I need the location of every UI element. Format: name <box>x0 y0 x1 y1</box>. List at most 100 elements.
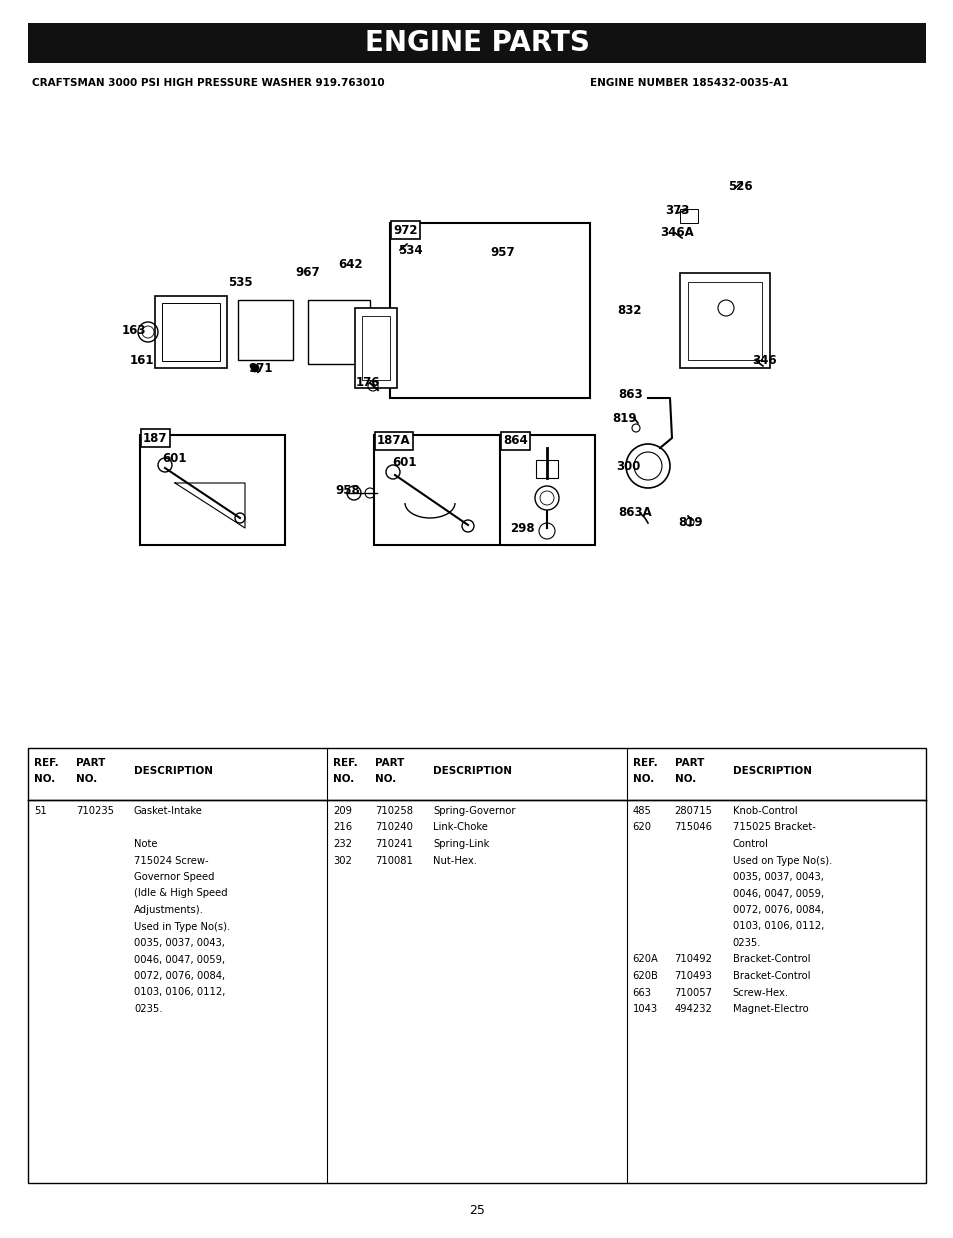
Text: 176: 176 <box>355 376 380 390</box>
Text: 863A: 863A <box>618 505 651 519</box>
Text: 535: 535 <box>228 276 253 290</box>
Bar <box>28 24 925 63</box>
Text: Nut-Hex.: Nut-Hex. <box>433 855 476 865</box>
Text: DESCRIPTION: DESCRIPTION <box>133 766 213 776</box>
Text: 0072, 0076, 0084,: 0072, 0076, 0084, <box>133 971 225 980</box>
Text: 715046: 715046 <box>674 822 712 832</box>
Bar <box>499 435 595 545</box>
Text: 232: 232 <box>333 839 352 849</box>
Text: 971: 971 <box>248 361 273 375</box>
Bar <box>374 435 518 545</box>
Text: 601: 601 <box>392 457 416 469</box>
Text: 819: 819 <box>612 411 636 425</box>
Text: 485: 485 <box>632 806 651 816</box>
Text: 1043: 1043 <box>632 1004 658 1014</box>
Text: REF.: REF. <box>632 758 657 768</box>
Text: 163: 163 <box>122 323 147 337</box>
Text: Screw-Hex.: Screw-Hex. <box>732 988 788 998</box>
Text: 187: 187 <box>143 432 168 444</box>
Text: Used on Type No(s).: Used on Type No(s). <box>732 855 831 865</box>
Text: (Idle & High Speed: (Idle & High Speed <box>133 889 228 899</box>
Text: 710081: 710081 <box>375 855 413 865</box>
Text: 710258: 710258 <box>375 806 413 816</box>
Text: 620B: 620B <box>632 971 658 980</box>
Text: 864: 864 <box>502 435 527 447</box>
Text: 819: 819 <box>678 516 702 530</box>
Text: 216: 216 <box>333 822 352 832</box>
Text: 710492: 710492 <box>674 954 712 964</box>
Bar <box>154 296 227 368</box>
Text: 601: 601 <box>162 453 186 465</box>
Text: 0235.: 0235. <box>732 938 760 948</box>
Text: PART: PART <box>375 758 404 768</box>
Text: 663: 663 <box>632 988 651 998</box>
Text: 346: 346 <box>751 354 776 366</box>
Bar <box>679 209 698 223</box>
Text: 0046, 0047, 0059,: 0046, 0047, 0059, <box>133 954 225 964</box>
Bar <box>687 282 761 360</box>
Text: Governor Speed: Governor Speed <box>133 872 214 881</box>
Text: Bracket-Control: Bracket-Control <box>732 954 809 964</box>
Bar <box>28 748 925 1184</box>
Text: 494232: 494232 <box>674 1004 712 1014</box>
Text: 710241: 710241 <box>375 839 413 849</box>
Text: NO.: NO. <box>674 774 695 784</box>
Bar <box>140 435 285 545</box>
Text: DESCRIPTION: DESCRIPTION <box>732 766 811 776</box>
Text: 0046, 0047, 0059,: 0046, 0047, 0059, <box>732 889 823 899</box>
Bar <box>237 300 293 360</box>
Text: 710235: 710235 <box>76 806 113 816</box>
Bar <box>390 223 589 397</box>
Text: 300: 300 <box>616 459 639 473</box>
Text: DESCRIPTION: DESCRIPTION <box>433 766 512 776</box>
Text: 298: 298 <box>510 521 534 535</box>
Text: 710240: 710240 <box>375 822 413 832</box>
Text: 0103, 0106, 0112,: 0103, 0106, 0112, <box>732 921 823 931</box>
Text: NO.: NO. <box>333 774 355 784</box>
Text: 25: 25 <box>469 1203 484 1217</box>
Text: NO.: NO. <box>34 774 55 784</box>
Text: 373: 373 <box>664 203 689 217</box>
Text: Note: Note <box>133 839 157 849</box>
Text: 51: 51 <box>34 806 47 816</box>
Text: 161: 161 <box>130 354 154 366</box>
Text: NO.: NO. <box>76 774 97 784</box>
Text: Link-Choke: Link-Choke <box>433 822 488 832</box>
Text: 642: 642 <box>337 259 362 271</box>
Text: REF.: REF. <box>34 758 59 768</box>
Bar <box>355 308 396 387</box>
Text: 346A: 346A <box>659 227 693 239</box>
Text: Used in Type No(s).: Used in Type No(s). <box>133 921 230 931</box>
Bar <box>536 461 558 478</box>
Text: 526: 526 <box>727 180 752 192</box>
Text: PART: PART <box>674 758 703 768</box>
Text: 620A: 620A <box>632 954 658 964</box>
Text: CRAFTSMAN 3000 PSI HIGH PRESSURE WASHER 919.763010: CRAFTSMAN 3000 PSI HIGH PRESSURE WASHER … <box>32 78 384 88</box>
Text: Spring-Link: Spring-Link <box>433 839 489 849</box>
Text: 710057: 710057 <box>674 988 712 998</box>
Text: 0235.: 0235. <box>133 1004 162 1014</box>
Text: ENGINE PARTS: ENGINE PARTS <box>364 28 589 57</box>
Text: 710493: 710493 <box>674 971 712 980</box>
Text: 280715: 280715 <box>674 806 712 816</box>
Text: 0035, 0037, 0043,: 0035, 0037, 0043, <box>133 938 225 948</box>
Bar <box>162 303 220 361</box>
Text: 967: 967 <box>294 266 319 280</box>
Text: 832: 832 <box>617 303 640 317</box>
Text: NO.: NO. <box>375 774 396 784</box>
Text: 958: 958 <box>335 484 359 496</box>
Text: Control: Control <box>732 839 768 849</box>
Text: REF.: REF. <box>333 758 357 768</box>
Text: Spring-Governor: Spring-Governor <box>433 806 516 816</box>
Text: 534: 534 <box>397 244 422 256</box>
Text: 620: 620 <box>632 822 651 832</box>
Text: Adjustments).: Adjustments). <box>133 905 204 915</box>
Text: 715024 Screw-: 715024 Screw- <box>133 855 209 865</box>
Bar <box>679 274 769 368</box>
Circle shape <box>251 364 258 371</box>
Text: Knob-Control: Knob-Control <box>732 806 797 816</box>
Text: 302: 302 <box>333 855 352 865</box>
Text: 187A: 187A <box>376 435 410 447</box>
Text: 715025 Bracket-: 715025 Bracket- <box>732 822 815 832</box>
Text: ENGINE NUMBER 185432-0035-A1: ENGINE NUMBER 185432-0035-A1 <box>589 78 788 88</box>
